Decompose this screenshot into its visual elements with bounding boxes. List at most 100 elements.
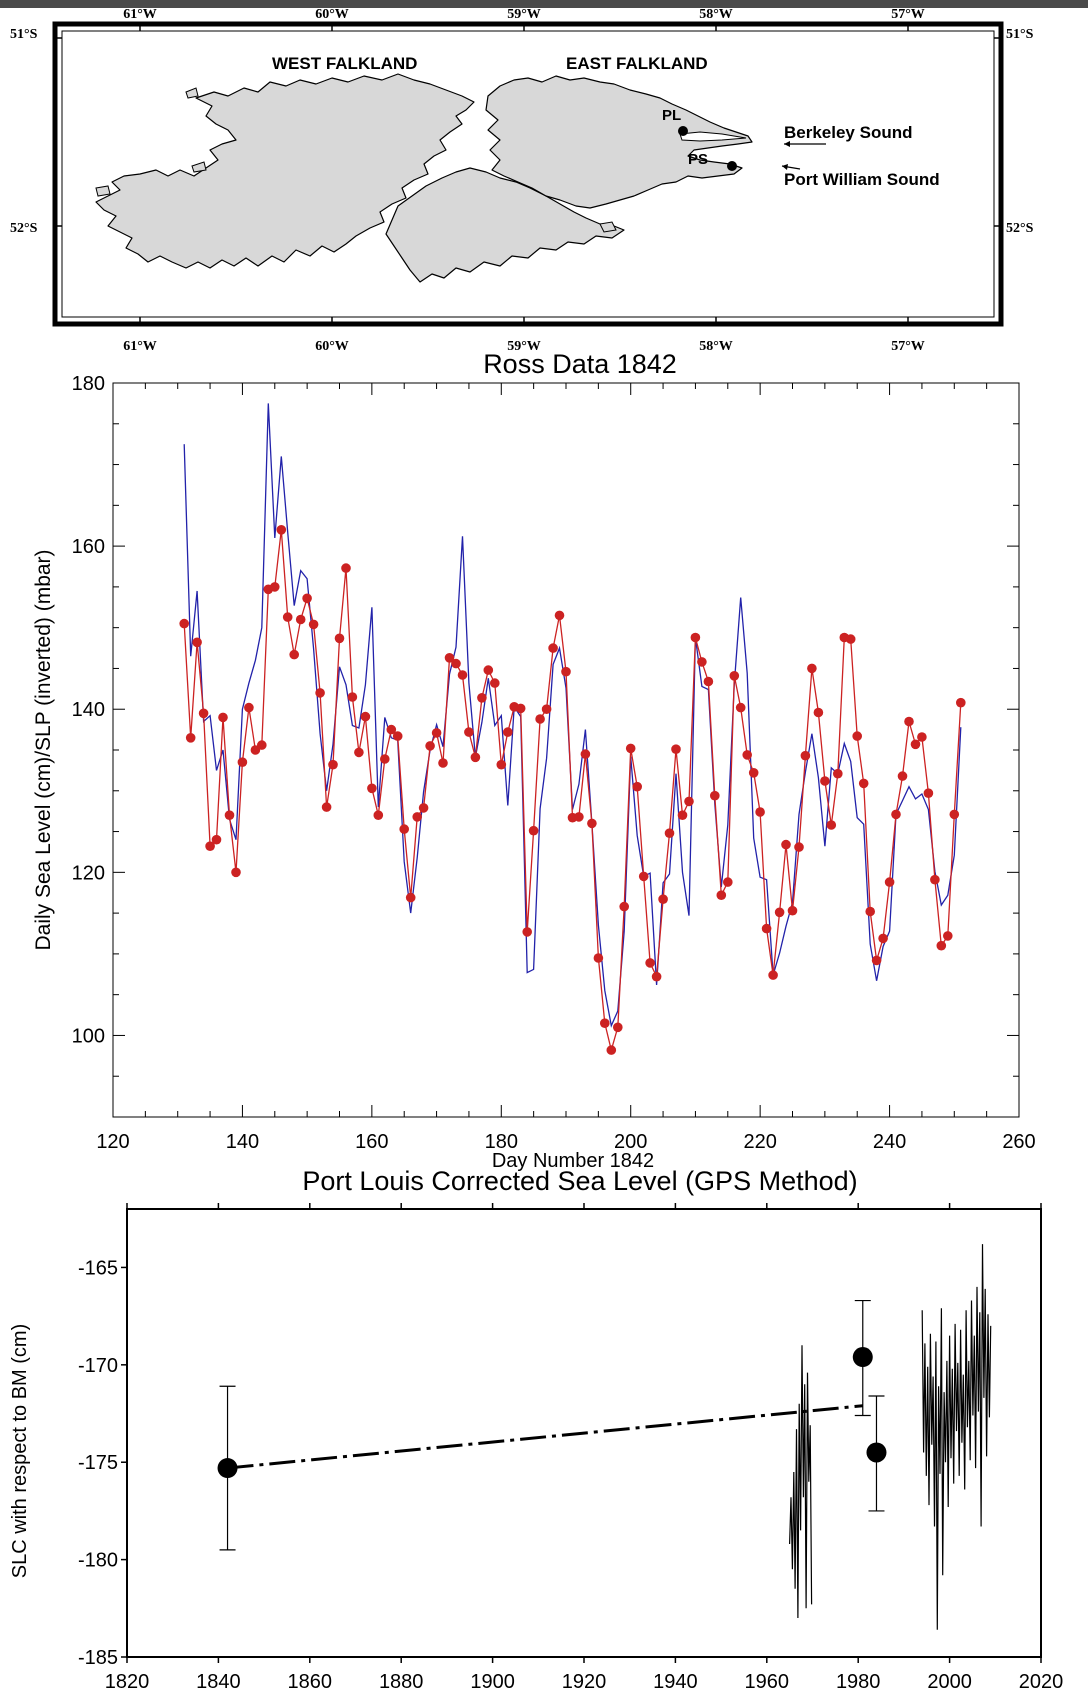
chart1-series-0-point-245 bbox=[917, 732, 927, 742]
chart2-x-tick-label-1840: 1840 bbox=[196, 1671, 241, 1691]
chart1-series-0-point-135 bbox=[205, 841, 215, 851]
chart2-x-tick-label-1880: 1880 bbox=[379, 1671, 424, 1691]
lafonia-island bbox=[385, 167, 625, 283]
chart1-x-tick-label-180: 180 bbox=[485, 1131, 518, 1153]
lon-label-bottom-61w: 61°W bbox=[123, 339, 157, 354]
lon-label-top-58w: 58°W bbox=[699, 7, 733, 22]
chart1-series-0-point-194 bbox=[587, 818, 597, 829]
port-william-arrow-head bbox=[782, 164, 788, 170]
chart1-x-tick-label-240: 240 bbox=[873, 1131, 906, 1153]
chart2-tide-gauge-records bbox=[789, 1244, 992, 1630]
chart1-series-0-point-215 bbox=[723, 877, 733, 887]
chart1-series-0-point-151 bbox=[308, 619, 319, 630]
chart1-series-0-point-195 bbox=[593, 953, 604, 963]
lat-label-right-52s: 52°S bbox=[1006, 221, 1034, 236]
chart1-series-0-point-178 bbox=[483, 665, 494, 675]
chart2-x-tick-label-1860: 1860 bbox=[288, 1671, 333, 1691]
chart2-y-tick-label--180: -180 bbox=[78, 1550, 118, 1572]
chart2-trend-line bbox=[227, 1404, 863, 1470]
chart1-series-0-point-179 bbox=[490, 678, 500, 688]
chart1-series-0-point-226 bbox=[794, 842, 804, 852]
chart1-series-0-point-234 bbox=[845, 634, 856, 644]
small-island-4 bbox=[191, 161, 207, 173]
berkeley-arrow-head bbox=[784, 141, 790, 147]
chart1-x-tick-label-220: 220 bbox=[743, 1131, 776, 1153]
lat-label-left-52s: 52°S bbox=[10, 221, 38, 236]
chart1-series-0-point-224 bbox=[781, 839, 791, 850]
chart1-y-tick-label-180: 180 bbox=[72, 373, 105, 395]
chart2-x-tick-label-1940: 1940 bbox=[653, 1671, 698, 1691]
chart2-x-tick-label-2000: 2000 bbox=[927, 1671, 972, 1691]
chart1-series-0-point-138 bbox=[224, 810, 235, 820]
chart2-point-1-marker bbox=[852, 1347, 873, 1368]
chart1-series-0-point-147 bbox=[282, 612, 293, 622]
chart1-series-0-point-249 bbox=[943, 931, 953, 941]
chart1-y-tick-label-120: 120 bbox=[72, 862, 105, 884]
ps-label: PS bbox=[688, 151, 708, 168]
chart2-point-2-marker bbox=[866, 1442, 887, 1463]
chart1-series-0-point-250 bbox=[949, 809, 960, 820]
chart1-series-0-point-155 bbox=[334, 633, 345, 644]
east-falkland-island bbox=[485, 75, 753, 209]
chart1-series-0-point-236 bbox=[858, 778, 869, 789]
chart1-series-0-point-132 bbox=[185, 733, 196, 743]
chart2-x-tick-label-1820: 1820 bbox=[105, 1671, 150, 1691]
chart1-series-0-line bbox=[183, 529, 962, 1053]
chart1-series-0-point-213 bbox=[710, 790, 720, 801]
chart1-series-0-point-204 bbox=[651, 971, 662, 982]
chart1-series-0-point-162 bbox=[380, 754, 390, 764]
chart1-series-0-point-160 bbox=[367, 783, 377, 794]
chart1-series-0-point-251 bbox=[956, 697, 966, 708]
chart2-x-tick-labels: 1820 1840 1860 1880 1900 1920 1940 1960 1980 2000… bbox=[105, 1671, 1064, 1691]
chart1-x-axis-label: Day Number 1842 bbox=[492, 1150, 654, 1172]
chart1-ticks bbox=[112, 382, 1020, 1118]
chart1-series-0-point-244 bbox=[910, 739, 921, 750]
chart1-series-0-point-137 bbox=[218, 712, 228, 723]
chart2-x-tick-label-2020: 2020 bbox=[1019, 1671, 1064, 1691]
chart1-series-0-point-149 bbox=[295, 614, 306, 625]
chart1-series-0-point-150 bbox=[302, 593, 312, 604]
chart1-series-0-point-239 bbox=[878, 933, 888, 944]
chart1-series-0-point-164 bbox=[392, 731, 403, 741]
west-falkland-island bbox=[95, 73, 475, 269]
chart1-series-0-point-166 bbox=[405, 892, 416, 903]
chart1-series-0-point-174 bbox=[457, 670, 468, 680]
chart2-record-0-line bbox=[789, 1345, 813, 1619]
chart1-series-0-point-190 bbox=[561, 666, 571, 677]
chart1-series-0-point-193 bbox=[580, 749, 591, 759]
small-island-3 bbox=[599, 221, 617, 233]
chart1-series-0-point-242 bbox=[897, 771, 908, 781]
chart1-series-0-point-171 bbox=[438, 758, 448, 768]
chart1-series-0-point-146 bbox=[276, 525, 287, 535]
chart1-series-0-point-219 bbox=[748, 768, 759, 778]
chart1-series-0-point-241 bbox=[891, 809, 901, 820]
chart1-series-0-point-222 bbox=[768, 970, 778, 980]
chart2-y-tick-label--170: -170 bbox=[78, 1355, 118, 1377]
chart1-series-0-point-180 bbox=[496, 759, 507, 770]
chart2-x-tick-label-1960: 1960 bbox=[745, 1671, 790, 1691]
berkeley-sound-inlet bbox=[679, 131, 747, 142]
chart1-series-0-point-206 bbox=[664, 828, 675, 838]
map-frame-ticks bbox=[55, 24, 1001, 324]
ross-data-chart: Ross Data 1842 120 140 160 180 200 220 240 260 … bbox=[32, 349, 1036, 1172]
chart1-title: Ross Data 1842 bbox=[483, 349, 677, 379]
chart1-series-0-point-228 bbox=[807, 663, 817, 674]
chart1-series-0-point-196 bbox=[600, 1018, 610, 1028]
chart1-series-0-point-203 bbox=[645, 958, 655, 968]
chart1-series-0-point-221 bbox=[761, 923, 772, 934]
chart1-series-0-point-200 bbox=[625, 743, 636, 754]
west-falkland-label: WEST FALKLAND bbox=[272, 54, 417, 73]
chart1-plot-frame bbox=[112, 382, 1020, 1118]
chart1-series-0-point-173 bbox=[451, 658, 461, 669]
chart1-series-0-point-243 bbox=[904, 716, 914, 727]
chart1-series-0-point-223 bbox=[774, 907, 785, 918]
chart1-series-0-point-154 bbox=[328, 759, 338, 770]
chart2-x-tick-label-1920: 1920 bbox=[562, 1671, 607, 1691]
chart1-series-0-point-232 bbox=[833, 768, 843, 779]
chart2-record-1-line bbox=[921, 1244, 992, 1630]
chart1-series-0-point-167 bbox=[412, 812, 423, 822]
chart1-series-0-point-163 bbox=[386, 724, 397, 735]
chart1-series-0-point-207 bbox=[671, 744, 681, 754]
chart1-series-0-point-201 bbox=[632, 781, 642, 792]
chart1-series-0-point-238 bbox=[871, 955, 882, 966]
